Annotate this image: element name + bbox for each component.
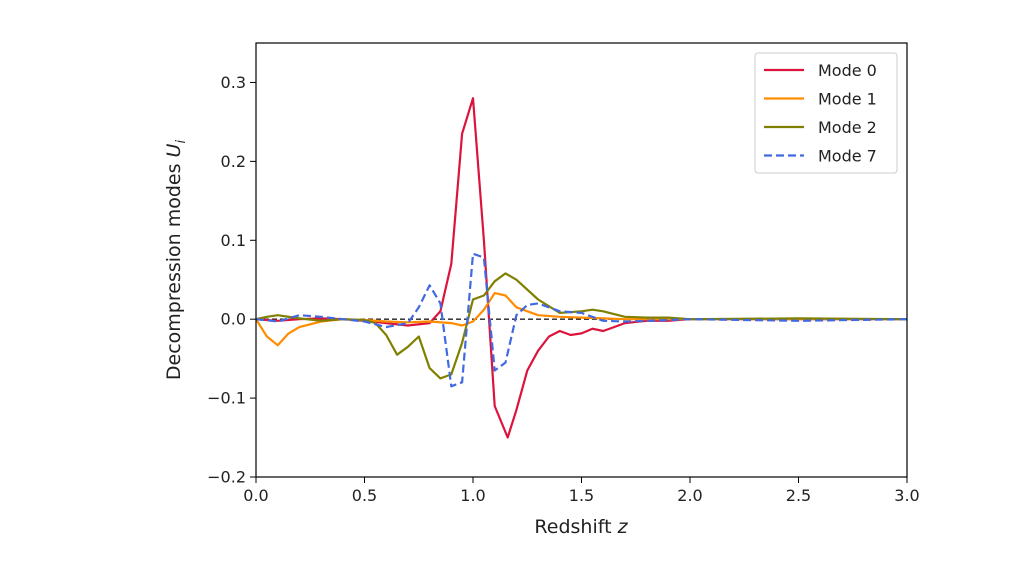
y-tick-label: 0.0: [221, 310, 246, 329]
series-line-mode-1: [255, 292, 907, 347]
x-axis-label: Redshift z: [534, 516, 628, 538]
y-axis-label-var: U: [163, 143, 185, 157]
y-axis-label-sub: i: [174, 140, 189, 144]
axis-ticks: 0.0 0.5 1.0 1.5 2.0 2.5 3.0 −0.2 −0.1 0.0 0.1 0.2 0.…: [207, 73, 920, 505]
legend-label-mode-7: Mode 7: [818, 147, 877, 166]
y-axis-label: Decompression modes Ui: [163, 140, 189, 381]
legend-box: [754, 52, 898, 174]
x-tick-label: 2.5: [786, 486, 811, 505]
y-axis-label-text: Decompression modes: [163, 163, 185, 380]
x-tick-label: 2.0: [677, 486, 702, 505]
legend-label-mode-0: Mode 0: [818, 61, 877, 80]
x-tick-label: 3.0: [894, 486, 919, 505]
y-tick-label: 0.1: [221, 231, 246, 250]
x-tick-label: 0.0: [243, 486, 268, 505]
legend: Mode 0 Mode 1 Mode 2 Mode 7: [754, 52, 898, 174]
y-tick-label: −0.1: [207, 389, 246, 408]
x-tick-label: 1.5: [569, 486, 594, 505]
legend-label-mode-2: Mode 2: [818, 118, 877, 137]
x-tick-label: 1.0: [460, 486, 485, 505]
plot-area: [255, 97, 908, 439]
series-line-mode-7: [255, 252, 908, 388]
y-tick-label: −0.2: [207, 468, 246, 487]
legend-label-mode-1: Mode 1: [818, 90, 877, 109]
x-axis-label-var: z: [617, 516, 629, 538]
x-axis-label-text: Redshift: [534, 516, 611, 538]
x-tick-label: 0.5: [352, 486, 377, 505]
y-tick-label: 0.2: [221, 152, 246, 171]
y-tick-label: 0.3: [221, 73, 246, 92]
